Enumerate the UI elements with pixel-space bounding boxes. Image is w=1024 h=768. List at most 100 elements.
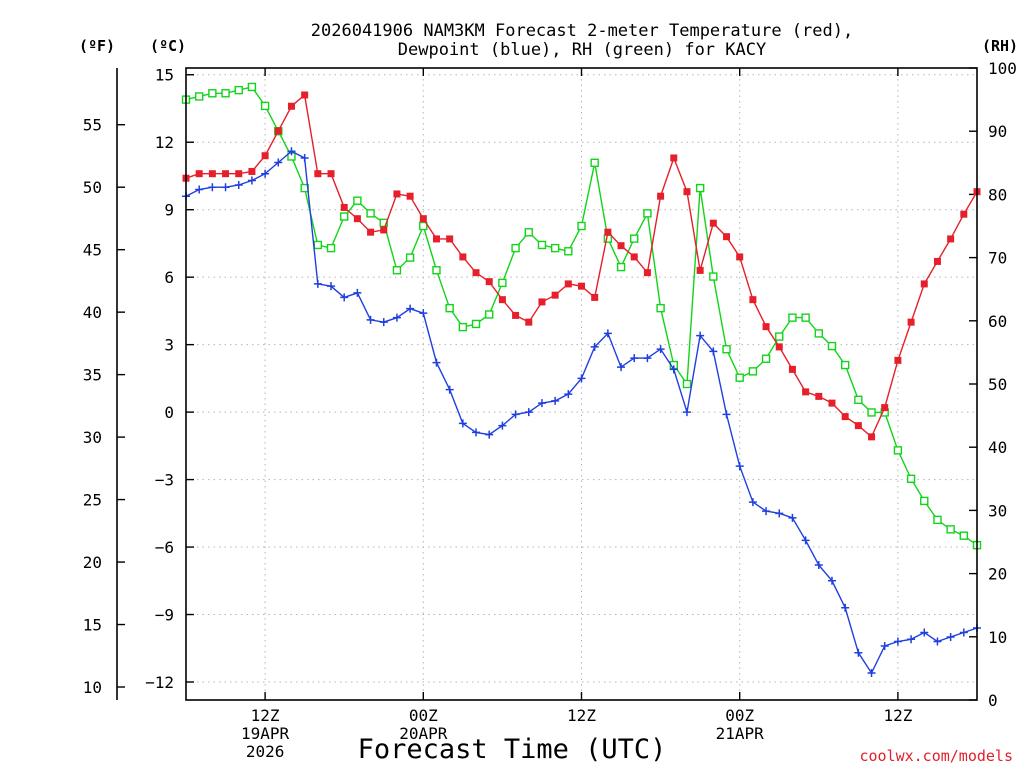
dewpoint-point-22 (472, 428, 481, 437)
fahrenheit-tick-label-5: 30 (83, 428, 102, 447)
rh-point-45 (775, 332, 784, 341)
dewpoint-point-36 (656, 345, 665, 354)
temperature-point-34 (630, 253, 638, 261)
fahrenheit-tick-label-6: 25 (83, 491, 102, 510)
temperature-point-19 (432, 235, 440, 243)
fahrenheit-tick-label-3: 40 (83, 303, 102, 322)
time-tick-label-1-1: 20APR (399, 724, 448, 743)
temperature-point-55 (907, 318, 915, 326)
fahrenheit-tick-label-1: 50 (83, 178, 102, 197)
dewpoint-point-37 (669, 365, 678, 374)
temperature-point-42 (736, 253, 744, 261)
rh-point-14 (366, 209, 375, 218)
celsius-tick-label-6: −3 (155, 471, 174, 490)
time-tick-label-0-0: 12Z (251, 706, 280, 725)
dewpoint-point-9 (300, 153, 309, 162)
dewpoint-point-41 (722, 410, 731, 419)
temperature-point-8 (287, 102, 295, 110)
rh-point-49 (827, 341, 837, 351)
time-tick-label-3-0: 00Z (725, 706, 754, 725)
temperature-point-39 (696, 266, 704, 274)
dewpoint-point-44 (762, 507, 771, 516)
rh-point-39 (695, 183, 705, 193)
dewpoint-point-51 (854, 648, 863, 657)
temperature-point-29 (564, 280, 572, 288)
rh-tick-label-3: 70 (988, 249, 1007, 268)
dewpoint-point-23 (485, 430, 494, 439)
celsius-tick-label-1: 12 (155, 133, 174, 152)
temperature-point-40 (709, 219, 717, 227)
rh-point-6 (260, 101, 270, 111)
rh-point-12 (340, 212, 349, 221)
rh-point-57 (933, 515, 942, 525)
rh-point-35 (643, 209, 652, 218)
fahrenheit-tick-label-9: 10 (83, 678, 102, 697)
dewpoint-point-8 (287, 147, 296, 156)
rh-point-42 (735, 373, 744, 382)
temperature-point-50 (841, 413, 849, 421)
rh-point-23 (485, 310, 494, 319)
dewpoint-point-56 (920, 628, 929, 637)
rh-tick-label-5: 50 (988, 375, 1007, 394)
temperature-point-27 (538, 298, 546, 306)
dewpoint-series (182, 147, 981, 678)
temperature-point-46 (788, 365, 796, 373)
rh-point-33 (616, 262, 626, 272)
celsius-axis: 15 12 9 6 3 0 −3 −6 −9 −12 (145, 66, 194, 692)
dewpoint-point-47 (801, 536, 810, 545)
temperature-point-14 (367, 228, 375, 236)
temperature-point-57 (933, 257, 941, 265)
rh-tick-label-10: 0 (988, 691, 998, 710)
temperature-point-26 (525, 318, 533, 326)
rh-point-4 (234, 85, 243, 95)
dewpoint-point-10 (313, 279, 322, 288)
rh-tick-label-0: 100 (988, 59, 1017, 78)
temperature-point-22 (472, 269, 480, 277)
dewpoint-point-54 (893, 637, 902, 646)
fahrenheit-unit-label: (ºF) (79, 37, 115, 55)
chart-title-line1: 2026041906 NAM3KM Forecast 2-meter Tempe… (311, 21, 853, 41)
dewpoint-point-50 (841, 603, 850, 612)
celsius-tick-label-2: 9 (164, 201, 174, 220)
celsius-tick-label-5: 0 (164, 403, 174, 422)
temperature-point-52 (868, 433, 876, 441)
dewpoint-point-57 (933, 637, 942, 646)
temperature-point-13 (353, 215, 361, 223)
rh-point-50 (840, 360, 850, 370)
dewpoint-point-21 (458, 419, 467, 428)
rh-point-5 (247, 82, 257, 92)
rh-point-51 (854, 395, 863, 404)
temperature-point-43 (749, 296, 757, 304)
rh-unit-label: (RH) (982, 37, 1018, 55)
rh-point-58 (946, 525, 955, 534)
celsius-tick-label-0: 15 (155, 66, 174, 85)
temperature-point-3 (222, 170, 230, 178)
fahrenheit-tick-label-0: 55 (83, 116, 102, 135)
temperature-point-48 (815, 392, 823, 400)
fahrenheit-tick-label-2: 45 (83, 241, 102, 260)
dewpoint-point-20 (445, 385, 454, 394)
plot-frame (185, 67, 978, 701)
dewpoint-point-45 (775, 509, 784, 518)
rh-point-38 (682, 379, 692, 389)
dewpoint-point-11 (327, 282, 336, 291)
dewpoint-point-55 (907, 635, 916, 644)
dewpoint-point-12 (340, 293, 349, 302)
rh-point-59 (959, 531, 969, 540)
dewpoint-point-6 (261, 169, 270, 178)
temperature-point-41 (723, 233, 731, 241)
temperature-point-6 (261, 152, 269, 160)
rh-point-10 (313, 240, 323, 250)
dewpoint-point-52 (867, 669, 876, 678)
dewpoint-point-53 (880, 642, 889, 651)
temperature-point-49 (828, 399, 836, 407)
dewpoint-point-38 (682, 408, 691, 417)
dewpoint-point-7 (274, 158, 283, 167)
temperature-point-30 (578, 282, 585, 290)
fahrenheit-tick-label-4: 35 (83, 366, 102, 385)
dewpoint-point-15 (379, 318, 388, 327)
temperature-point-56 (920, 280, 928, 288)
time-tick-label-4-0: 12Z (883, 706, 912, 725)
